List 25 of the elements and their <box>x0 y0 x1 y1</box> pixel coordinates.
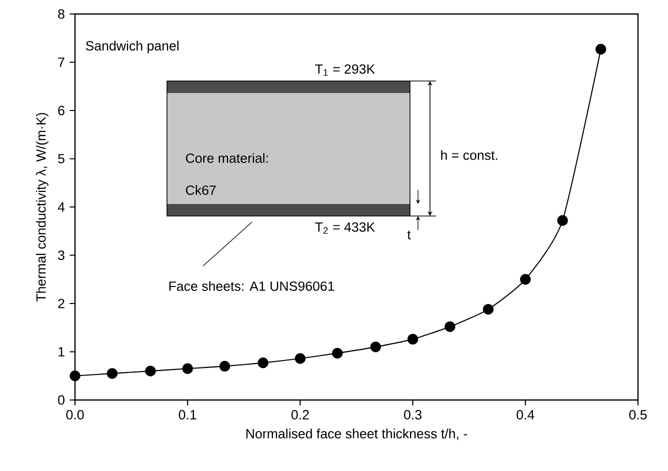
x-tick-label: 0.1 <box>178 410 196 420</box>
y-tick-label: 3 <box>58 250 64 260</box>
annotation: t <box>407 230 411 240</box>
x-tick-label: 0.0 <box>66 410 84 420</box>
y-tick-label: 2 <box>58 298 64 308</box>
annotation: T$_{2}$ = 433K <box>315 222 375 234</box>
annotation: Sandwich panel <box>86 40 178 54</box>
y-tick-label: 6 <box>58 106 64 116</box>
y-axis-title: Thermal conductivity λ, W/(m·K) <box>36 113 48 302</box>
y-tick-label: 1 <box>58 347 64 356</box>
annotation: h = const. <box>441 150 498 160</box>
x-tick-label: 0.3 <box>404 410 422 420</box>
annotation: Face sheets: A1 UNS96061 <box>169 281 334 291</box>
x-tick-label: 0.4 <box>516 410 534 420</box>
annotation: T$_{1}$ = 293K <box>315 64 375 76</box>
y-tick-label: 8 <box>58 9 64 19</box>
y-tick-label: 7 <box>58 58 64 67</box>
x-tick-label: 0.2 <box>291 410 309 420</box>
y-tick-label: 0 <box>58 395 64 405</box>
x-axis-title: Normalised face sheet thickness t/h, - <box>246 428 468 440</box>
annotation: Ck67 <box>186 185 216 195</box>
y-tick-label: 4 <box>58 202 65 212</box>
y-tick-label: 5 <box>58 154 64 164</box>
annotation: Core material: <box>186 153 268 163</box>
x-tick-label: 0.5 <box>629 410 647 420</box>
